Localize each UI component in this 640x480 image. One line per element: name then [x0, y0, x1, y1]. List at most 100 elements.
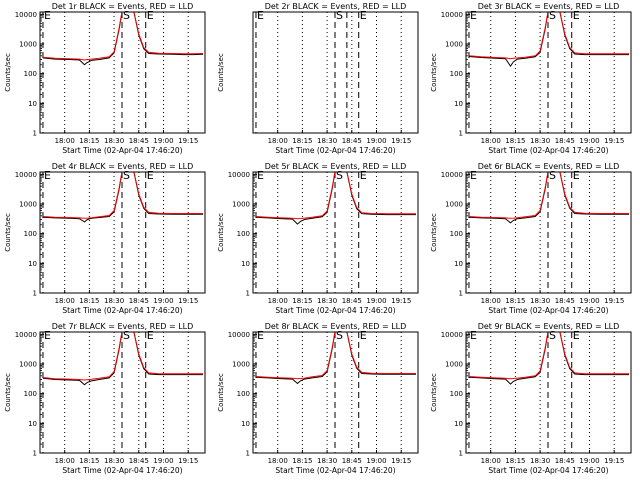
- panel-det-5r: Det 5r BLACK = Events, RED = LLD Counts/s…: [217, 162, 419, 315]
- event-marker-label: E: [257, 9, 264, 22]
- x-tick-label: 18:15: [79, 297, 99, 305]
- y-tick-label: 1000: [19, 201, 37, 209]
- y-tick-label: 10: [454, 100, 463, 108]
- lld-series-line: [468, 172, 629, 219]
- x-tick-label: 18:00: [268, 137, 288, 145]
- lld-series-line: [468, 332, 629, 380]
- x-tick-label: 18:15: [292, 457, 312, 465]
- x-tick-label: 18:00: [481, 457, 501, 465]
- y-tick-label: 10: [454, 420, 463, 428]
- x-tick-label: 19:00: [153, 137, 173, 145]
- event-marker-label: S: [123, 329, 130, 342]
- y-tick-label: 1: [459, 450, 463, 458]
- y-tick-label: 100: [24, 390, 37, 398]
- event-marker-label: S: [123, 9, 130, 22]
- x-tick-label: 18:45: [555, 137, 575, 145]
- y-tick-label: 10000: [441, 11, 463, 19]
- x-tick-label: 18:00: [55, 457, 75, 465]
- y-tick-label: 10000: [228, 171, 250, 179]
- x-tick-label: 19:15: [178, 137, 198, 145]
- event-marker-label: S: [123, 169, 130, 182]
- y-tick-label: 10000: [15, 11, 37, 19]
- y-tick-label: 10: [241, 260, 250, 268]
- x-tick-label: 18:45: [129, 137, 149, 145]
- plot-frame: [39, 11, 206, 134]
- event-marker-label: E: [44, 169, 51, 182]
- lld-series-line: [255, 172, 416, 220]
- y-tick-label: 1000: [445, 361, 463, 369]
- panel-title: Det 7r BLACK = Events, RED = LLD: [52, 322, 194, 331]
- event-marker-label: E: [470, 329, 477, 342]
- x-tick-label: 18:15: [505, 297, 525, 305]
- y-tick-label: 100: [24, 230, 37, 238]
- y-tick-label: 1000: [445, 201, 463, 209]
- y-tick-label: 100: [24, 70, 37, 78]
- y-tick-label: 10000: [15, 171, 37, 179]
- y-axis-label: Counts/sec: [217, 53, 225, 92]
- y-tick-label: 10: [28, 100, 37, 108]
- y-tick-label: 10000: [228, 331, 250, 339]
- x-tick-label: 18:30: [530, 457, 550, 465]
- panel-title: Det 2r BLACK = Events, RED = LLD: [265, 2, 407, 11]
- x-axis-label: Start Time (02-Apr-04 17:46:20): [275, 466, 395, 475]
- event-marker-label: S: [549, 169, 556, 182]
- panel-det-1r: Det 1r BLACK = Events, RED = LLD Counts/s…: [4, 2, 206, 155]
- event-marker-label: S: [549, 329, 556, 342]
- x-tick-label: 19:00: [579, 137, 599, 145]
- x-tick-label: 18:00: [55, 297, 75, 305]
- y-axis-label: Counts/sec: [217, 373, 225, 412]
- y-axis-label: Counts/sec: [430, 53, 438, 92]
- panel-title: Det 3r BLACK = Events, RED = LLD: [478, 2, 620, 11]
- plot-frame: [465, 331, 632, 454]
- x-tick-label: 18:15: [505, 137, 525, 145]
- y-tick-label: 1000: [445, 41, 463, 49]
- x-tick-label: 18:30: [530, 137, 550, 145]
- y-tick-label: 100: [237, 230, 250, 238]
- x-axis-label: Start Time (02-Apr-04 17:46:20): [62, 466, 182, 475]
- x-axis-label: Start Time (02-Apr-04 17:46:20): [62, 146, 182, 155]
- y-axis-label: Counts/sec: [4, 373, 12, 412]
- x-tick-label: 18:00: [268, 297, 288, 305]
- x-tick-label: 19:00: [153, 297, 173, 305]
- x-tick-label: 18:30: [104, 297, 124, 305]
- panel-title: Det 8r BLACK = Events, RED = LLD: [265, 322, 407, 331]
- y-tick-label: 1: [246, 290, 250, 298]
- panel-det-4r: Det 4r BLACK = Events, RED = LLD Counts/s…: [4, 162, 206, 315]
- x-tick-label: 18:00: [481, 137, 501, 145]
- x-tick-label: 18:00: [55, 137, 75, 145]
- x-tick-label: 19:15: [604, 137, 624, 145]
- x-tick-label: 19:15: [391, 297, 411, 305]
- y-axis-label: Counts/sec: [430, 213, 438, 252]
- y-tick-label: 100: [450, 230, 463, 238]
- panel-title: Det 1r BLACK = Events, RED = LLD: [52, 2, 194, 11]
- y-tick-label: 10: [454, 260, 463, 268]
- y-tick-label: 1: [246, 450, 250, 458]
- y-tick-label: 100: [237, 390, 250, 398]
- x-tick-label: 19:15: [604, 297, 624, 305]
- x-tick-label: 19:00: [366, 137, 386, 145]
- y-tick-label: 1000: [19, 41, 37, 49]
- x-tick-label: 19:00: [366, 457, 386, 465]
- x-tick-label: 18:45: [342, 457, 362, 465]
- plot-frame: [252, 331, 419, 454]
- lld-series-line: [42, 12, 204, 61]
- x-axis-label: Start Time (02-Apr-04 17:46:20): [488, 466, 608, 475]
- y-tick-label: 1: [459, 130, 463, 138]
- event-marker-label: E: [470, 9, 477, 22]
- x-tick-label: 18:45: [342, 297, 362, 305]
- y-tick-label: 10000: [15, 331, 37, 339]
- y-tick-label: 1000: [232, 361, 250, 369]
- x-tick-label: 19:00: [579, 297, 599, 305]
- x-tick-label: 18:30: [104, 457, 124, 465]
- event-marker-label: E: [360, 169, 367, 182]
- x-tick-label: 18:45: [129, 457, 149, 465]
- x-tick-label: 18:30: [104, 137, 124, 145]
- panel-title: Det 4r BLACK = Events, RED = LLD: [52, 162, 194, 171]
- x-tick-label: 18:00: [268, 457, 288, 465]
- x-axis-label: Start Time (02-Apr-04 17:46:20): [275, 306, 395, 315]
- y-axis-label: Counts/sec: [217, 213, 225, 252]
- event-marker-label: E: [147, 329, 154, 342]
- y-tick-label: 1: [33, 450, 37, 458]
- event-marker-label: E: [44, 329, 51, 342]
